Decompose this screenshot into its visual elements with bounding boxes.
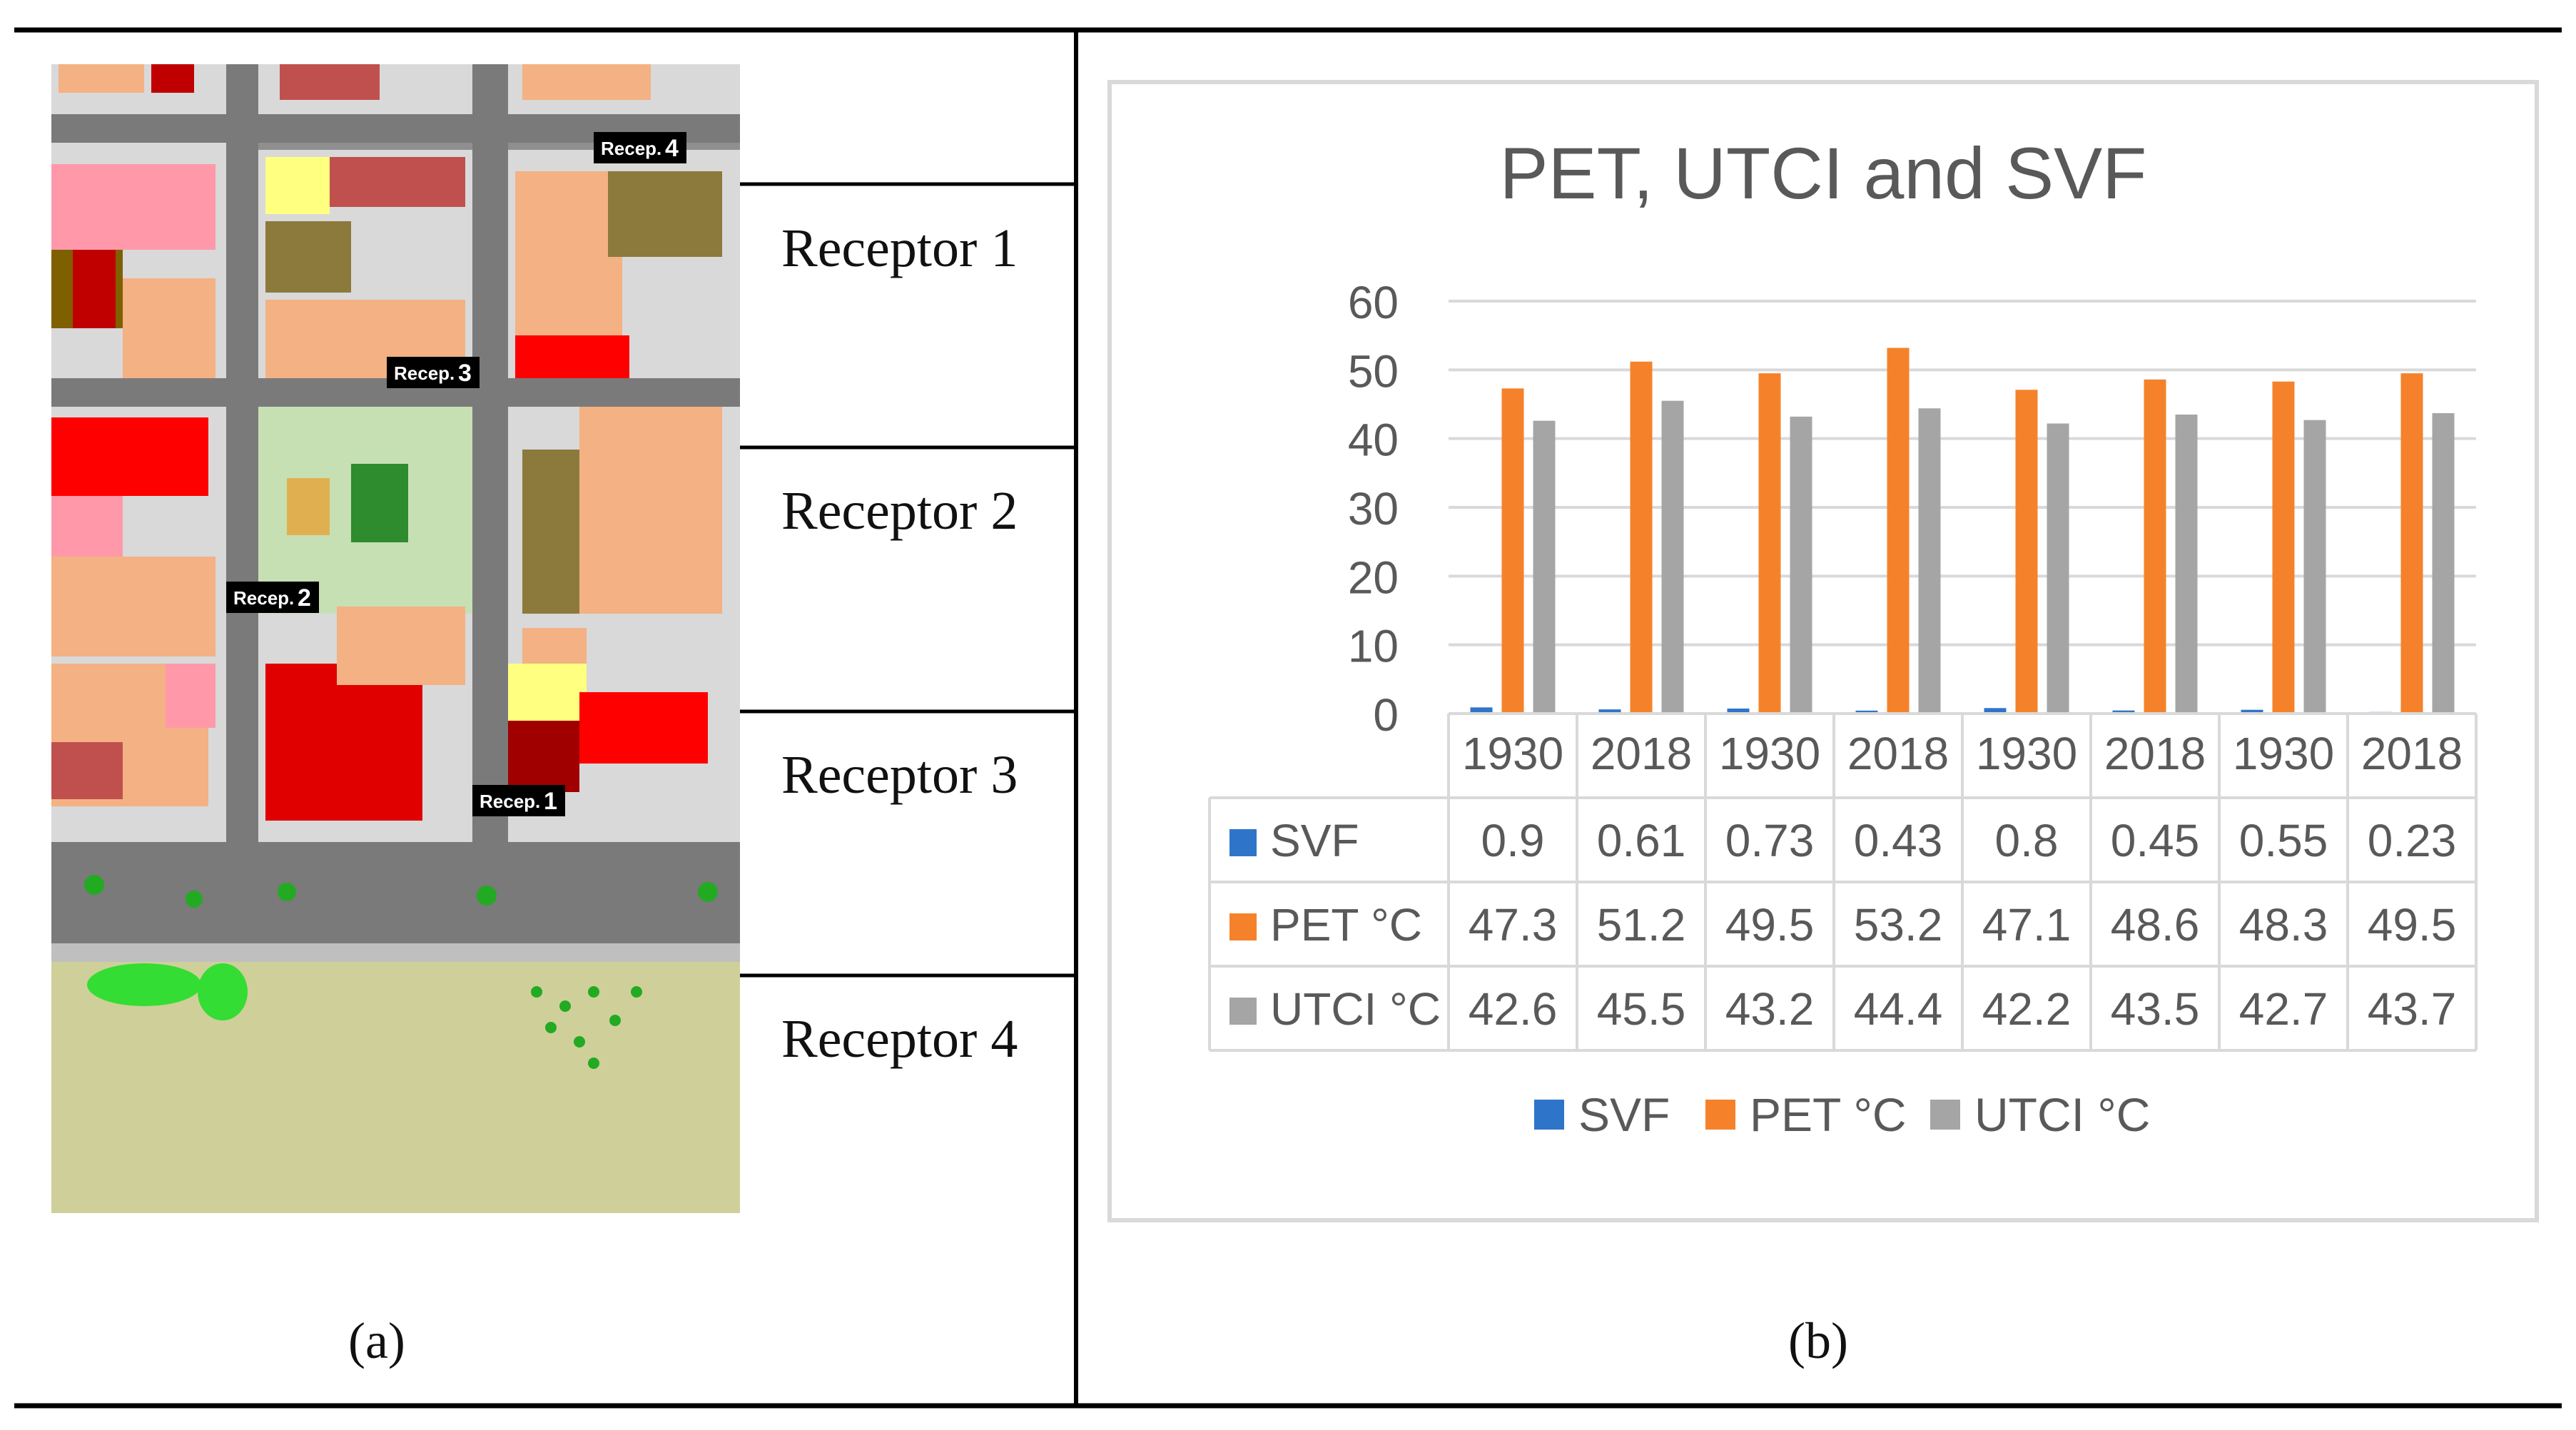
bar-utci	[2303, 420, 2326, 714]
data-label: 53.2	[1854, 899, 1943, 950]
site-map: Recep. 1 Recep. 2 Recep. 3 Recep. 4	[51, 64, 740, 1213]
bar-svf	[2112, 710, 2135, 714]
data-label: 0.43	[1854, 815, 1943, 866]
bar-utci	[2175, 414, 2198, 714]
y-tick-label: 50	[1348, 345, 1399, 397]
bar-pet	[2144, 379, 2166, 714]
bar-pet	[2272, 381, 2295, 714]
map-tag-2: Recep.	[233, 587, 294, 609]
legend-key	[1930, 1100, 1960, 1130]
table-category-label: 1930	[1976, 728, 2077, 779]
data-label: 48.3	[2239, 899, 2328, 950]
data-label: 48.6	[2111, 899, 2200, 950]
bar-svf	[1727, 708, 1750, 714]
legend-key	[1705, 1100, 1735, 1130]
data-label: 0.45	[2111, 815, 2200, 866]
bar-svf	[2241, 709, 2263, 714]
bar-svf	[1598, 709, 1621, 714]
bar-pet	[1630, 361, 1653, 714]
caption-a: (a)	[348, 1312, 405, 1369]
legend-key	[1534, 1100, 1564, 1130]
data-label: 51.2	[1597, 899, 1686, 950]
bar-utci	[1661, 400, 1684, 714]
y-tick-label: 20	[1348, 552, 1399, 603]
table-category-label: 1930	[1462, 728, 1563, 779]
data-label: 49.5	[2368, 899, 2457, 950]
data-label: 42.2	[1982, 983, 2072, 1035]
data-label: 43.7	[2368, 983, 2457, 1035]
map-tag-1: Recep.	[480, 791, 540, 812]
bar-svf	[1984, 708, 2007, 714]
bar-pet	[1758, 373, 1781, 714]
table-category-label: 2018	[2361, 728, 2463, 779]
legend-label: PET °C	[1750, 1088, 1907, 1141]
chart-title: PET, UTCI and SVF	[1500, 133, 2147, 214]
legend-label: SVF	[1578, 1088, 1670, 1141]
data-label: 43.2	[1725, 983, 1815, 1035]
table-category-label: 1930	[1719, 728, 1820, 779]
table-series-label: UTCI °C	[1270, 983, 1441, 1035]
table-legend-key	[1229, 998, 1257, 1025]
data-label: 47.3	[1469, 899, 1558, 950]
data-label: 0.73	[1725, 815, 1815, 866]
receptor-label-2: Receptor 2	[781, 481, 1018, 541]
map-tag-2-num: 2	[298, 584, 311, 612]
receptor-label-4: Receptor 4	[781, 1009, 1018, 1069]
data-label: 0.23	[2368, 815, 2457, 866]
bar-pet	[2015, 390, 2038, 714]
bar-pet	[2400, 373, 2423, 714]
y-tick-label: 10	[1348, 621, 1399, 672]
map-tag-4-num: 4	[665, 135, 679, 162]
bar-pet	[1887, 348, 1910, 714]
table-legend-key	[1229, 913, 1257, 940]
bar-utci	[1533, 420, 1556, 714]
legend-label: UTCI °C	[1974, 1088, 2150, 1141]
data-label: 0.55	[2239, 815, 2328, 866]
data-label: 42.7	[2239, 983, 2328, 1035]
data-label: 0.61	[1597, 815, 1686, 866]
data-label: 0.8	[1995, 815, 2059, 866]
y-tick-label: 40	[1348, 415, 1399, 466]
map-tag-3: Recep.	[394, 362, 455, 384]
table-series-label: SVF	[1270, 815, 1359, 866]
data-label: 47.1	[1982, 899, 2072, 950]
map-tag-3-num: 3	[458, 360, 472, 387]
y-tick-label: 0	[1373, 689, 1399, 741]
bar-svf	[1470, 707, 1493, 714]
receptor-label-3: Receptor 3	[781, 745, 1018, 805]
table-legend-key	[1229, 829, 1257, 856]
table-series-label: PET °C	[1270, 899, 1422, 950]
receptor-label-1: Receptor 1	[781, 218, 1018, 278]
promenade	[51, 943, 740, 962]
data-label: 45.5	[1597, 983, 1686, 1035]
y-tick-label: 30	[1348, 483, 1399, 534]
data-label: 43.5	[2111, 983, 2200, 1035]
bar-utci	[2432, 413, 2455, 714]
table-category-label: 1930	[2233, 728, 2334, 779]
data-label: 44.4	[1854, 983, 1943, 1035]
bar-utci	[1790, 416, 1812, 714]
chart-area	[1107, 80, 2539, 1222]
map-tag-4: Recep.	[601, 138, 661, 159]
bar-utci	[2047, 423, 2069, 714]
map-tag-1-num: 1	[544, 788, 557, 815]
data-label: 0.9	[1481, 815, 1545, 866]
table-category-label: 2018	[1591, 728, 1692, 779]
bar-svf	[1855, 710, 1878, 714]
data-label: 42.6	[1469, 983, 1558, 1035]
caption-b: (b)	[1788, 1312, 1848, 1369]
y-tick-label: 60	[1348, 277, 1399, 328]
bar-pet	[1501, 388, 1524, 714]
data-label: 49.5	[1725, 899, 1815, 950]
table-category-label: 2018	[1847, 728, 1949, 779]
table-category-label: 2018	[2104, 728, 2206, 779]
bar-utci	[1918, 408, 1941, 714]
